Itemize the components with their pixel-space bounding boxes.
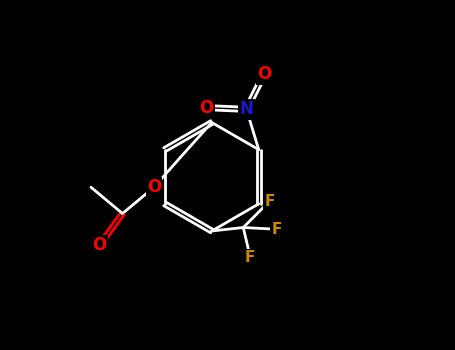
Text: F: F — [264, 194, 275, 209]
Text: O: O — [147, 178, 161, 196]
Text: O: O — [257, 65, 271, 83]
Text: F: F — [271, 222, 282, 237]
Text: F: F — [245, 250, 255, 265]
Text: O: O — [93, 236, 107, 254]
Text: O: O — [199, 99, 213, 117]
Text: N: N — [239, 100, 253, 118]
